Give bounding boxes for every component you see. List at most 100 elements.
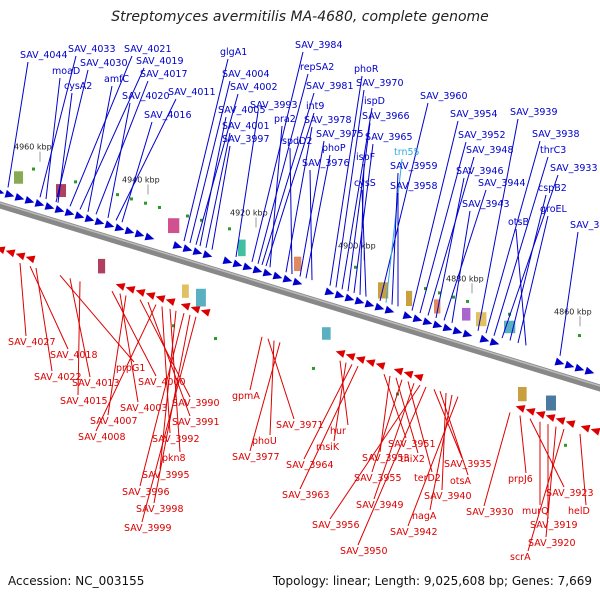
forward-gene-label: SAV_3978	[304, 115, 352, 126]
forward-gene-leader	[285, 126, 313, 273]
reverse-gene-label: SAV_3991	[172, 417, 220, 428]
reverse-gene-label: SAV_4022	[34, 372, 82, 383]
forward-gene-label: SAV_3952	[458, 130, 506, 141]
reverse-gene-arrow	[375, 362, 386, 371]
reverse-gene-label: prpJ6	[508, 474, 533, 485]
reverse-gene-label: SAV_4000	[138, 377, 186, 388]
forward-gene-arrow	[104, 220, 115, 229]
forward-gene-label: SAV_4033	[68, 44, 116, 55]
forward-gene-label: SAV_3946	[456, 166, 504, 177]
reverse-gene-label: murQ	[522, 506, 549, 517]
forward-gene-label: phoP	[322, 143, 346, 154]
reverse-gene-leader	[429, 394, 453, 511]
reverse-gene-leader	[545, 426, 557, 538]
reverse-gene-arrow	[155, 295, 166, 303]
forward-gene-arrow	[272, 271, 283, 280]
forward-gene-leader	[57, 92, 73, 203]
reverse-gene-label: SAV_3930	[466, 507, 514, 518]
reverse-gene-label: SAV_3953	[362, 453, 410, 464]
genome-axis	[0, 201, 600, 392]
forward-gene-leader	[427, 156, 475, 316]
reverse-gene-label: thiX2	[400, 454, 425, 465]
forward-gene-leader	[115, 98, 177, 221]
reverse-gene-label: SAV_3992	[152, 434, 200, 445]
forward-gene-leader	[451, 210, 471, 323]
forward-gene-leader	[95, 80, 149, 215]
forward-gene-arrow	[384, 305, 395, 314]
forward-gene-label: moaD	[52, 66, 80, 77]
forward-gene-leader	[341, 107, 373, 290]
feature-dot	[466, 299, 469, 303]
forward-gene-label: cspB2	[538, 183, 567, 194]
forward-gene-label: SAV_4001	[222, 121, 270, 132]
forward-gene-label: SAV_4030	[80, 58, 128, 69]
forward-gene-label: SAV_4004	[222, 69, 270, 80]
reverse-gene-label: scrA	[510, 552, 531, 563]
reverse-gene-label: hur	[330, 426, 346, 437]
forward-gene-arrow	[54, 205, 65, 213]
reverse-gene-label: SAV_3935	[444, 459, 492, 470]
forward-gene-arrow	[554, 357, 565, 366]
reverse-gene-leader	[269, 340, 275, 436]
forward-gene-label: SAV_3993	[250, 100, 298, 111]
reverse-gene-leader	[579, 433, 587, 506]
feature-dot	[200, 218, 203, 222]
reverse-gene-leader	[161, 306, 171, 434]
forward-gene-label: SAV_3954	[450, 109, 498, 120]
feature-block	[168, 218, 180, 234]
forward-gene-label: SAV_4044	[20, 50, 68, 61]
reverse-gene-leader	[169, 308, 181, 453]
reverse-gene-arrow	[125, 286, 136, 294]
forward-gene-arrow	[479, 334, 490, 343]
forward-gene-label: otsB	[508, 217, 529, 228]
feature-block	[294, 256, 302, 272]
forward-gene-leader	[45, 77, 61, 200]
forward-gene-arrow	[402, 311, 413, 319]
feature-dot	[564, 443, 567, 447]
forward-gene-label: SAV_3984	[295, 40, 343, 51]
reverse-gene-arrow	[580, 424, 591, 433]
forward-gene-arrow	[222, 256, 233, 265]
feature-block	[476, 312, 487, 327]
reverse-gene-leader	[373, 383, 415, 500]
reverse-gene-label: SAV_3999	[124, 523, 172, 534]
feature-dot	[508, 312, 511, 316]
forward-gene-label: ispF	[356, 152, 375, 163]
forward-gene-arrow	[574, 363, 585, 372]
reverse-gene-arrow	[590, 427, 600, 436]
forward-gene-leader	[261, 92, 315, 266]
reverse-gene-arrow	[515, 405, 526, 413]
forward-gene-leader	[559, 231, 579, 356]
forward-gene-leader	[329, 75, 363, 286]
reverse-gene-leader	[35, 267, 53, 372]
reverse-gene-label: gpmA	[232, 391, 260, 402]
position-label: 4920 kbp	[230, 208, 268, 217]
reverse-gene-label: SAV_3995	[142, 470, 190, 481]
reverse-gene-label: SAV_4013	[72, 378, 120, 389]
accession-label: Accession: NC_003155	[8, 574, 145, 588]
forward-gene-leader	[517, 215, 549, 344]
reverse-gene-arrow	[355, 356, 366, 364]
feature-block	[462, 307, 471, 321]
forward-gene-label: ispD	[364, 96, 385, 107]
forward-gene-label: SAV_4002	[230, 82, 278, 93]
forward-gene-label: SAV_4017	[140, 69, 188, 80]
forward-gene-leader	[379, 102, 429, 302]
reverse-gene-leader	[77, 281, 81, 396]
reverse-gene-arrow	[545, 414, 556, 422]
forward-gene-arrow	[4, 189, 15, 198]
forward-gene-leader	[443, 189, 487, 321]
forward-gene-leader	[183, 58, 229, 242]
forward-gene-label: SAV_3939	[510, 107, 558, 118]
reverse-gene-arrow	[190, 305, 201, 314]
forward-gene-arrow	[0, 186, 5, 195]
reverse-gene-label: helD	[568, 506, 590, 517]
forward-gene-arrow	[14, 192, 25, 201]
reverse-gene-leader	[339, 360, 349, 426]
reverse-gene-label: SAV_3949	[356, 500, 404, 511]
feature-dot	[130, 197, 133, 201]
forward-gene-label: int9	[306, 101, 324, 112]
reverse-gene-label: SAV_4007	[90, 416, 138, 427]
forward-gene-leader	[257, 73, 309, 264]
reverse-gene-label: SAV_3977	[232, 452, 280, 463]
